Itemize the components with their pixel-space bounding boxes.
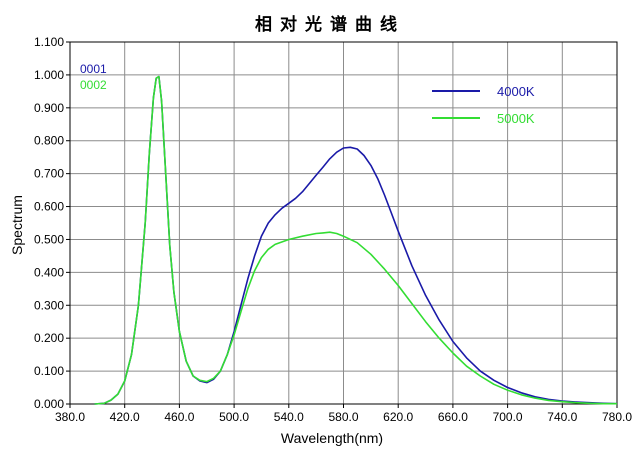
legend-label: 4000K — [497, 84, 535, 99]
y-tick-label: 0.600 — [34, 200, 64, 214]
y-axis-label: Spectrum — [9, 195, 25, 255]
y-tick-label: 0.200 — [34, 331, 64, 345]
series-lines — [94, 75, 618, 405]
series-codes: 0001 0002 — [80, 62, 107, 92]
series-line-5000k — [94, 75, 617, 405]
x-tick-label: 580.0 — [328, 410, 358, 424]
x-tick-label: 380.0 — [55, 410, 85, 424]
y-axis-ticks: 0.000 0.100 0.200 0.300 0.400 0.500 0.600 0.700… — [34, 35, 70, 411]
x-tick-label: 740.0 — [547, 410, 577, 424]
series-code: 0001 — [80, 62, 107, 76]
y-tick-label: 0.700 — [34, 167, 64, 181]
legend-label: 5000K — [497, 111, 535, 126]
y-tick-label: 0.800 — [34, 134, 64, 148]
x-tick-label: 700.0 — [493, 410, 523, 424]
x-tick-label: 500.0 — [219, 410, 249, 424]
x-tick-label: 620.0 — [383, 410, 413, 424]
grid-lines — [70, 42, 617, 404]
y-tick-label: 1.100 — [34, 35, 64, 49]
y-tick-label: 0.900 — [34, 101, 64, 115]
chart-title: 相对光谱曲线 — [255, 14, 405, 35]
y-tick-label: 0.100 — [34, 364, 64, 378]
x-tick-label: 780.0 — [602, 410, 632, 424]
y-tick-label: 0.500 — [34, 232, 64, 246]
series-code: 0002 — [80, 78, 107, 92]
x-tick-label: 460.0 — [164, 410, 194, 424]
x-axis-ticks: 380.0 420.0 460.0 500.0 540.0 580.0 620.0 660.0… — [55, 404, 632, 424]
x-tick-label: 660.0 — [438, 410, 468, 424]
y-tick-label: 0.400 — [34, 265, 64, 279]
y-tick-label: 0.300 — [34, 298, 64, 312]
series-line-4000k — [94, 75, 618, 405]
x-tick-label: 540.0 — [274, 410, 304, 424]
x-tick-label: 420.0 — [110, 410, 140, 424]
y-tick-label: 0.000 — [34, 397, 64, 411]
y-tick-label: 1.000 — [34, 68, 64, 82]
legend: 4000K 5000K — [432, 84, 535, 126]
x-axis-label: Wavelength(nm) — [281, 430, 383, 446]
